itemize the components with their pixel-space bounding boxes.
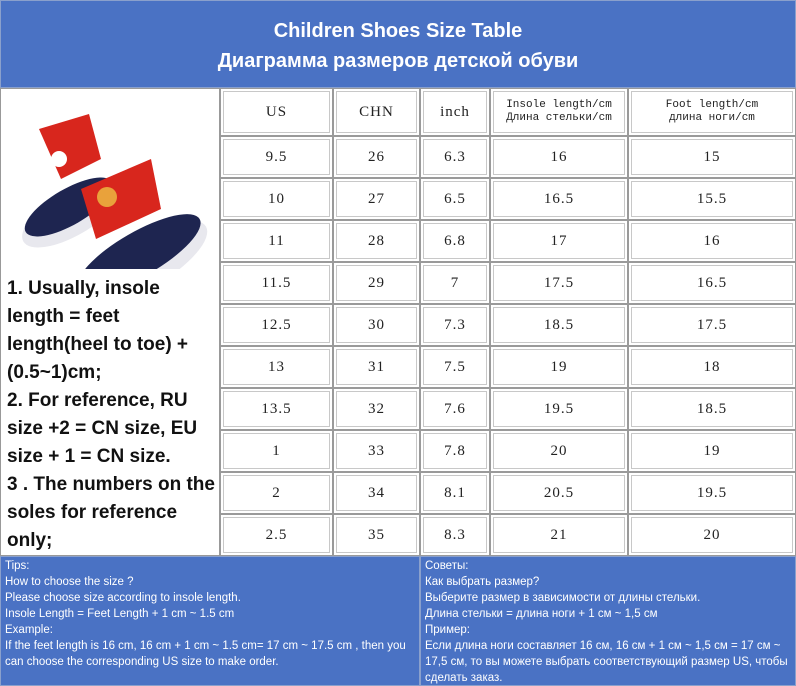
header-text: Foot length/cm xyxy=(665,99,759,111)
table-cell: 16.5 xyxy=(628,262,796,304)
table-cell: 11 xyxy=(220,220,333,262)
header-text: Insole length/cm xyxy=(506,99,612,111)
table-cell: 6.5 xyxy=(420,178,490,220)
table-cell: 11.5 xyxy=(220,262,333,304)
table-cell: 1 xyxy=(220,430,333,472)
table-cell: 21 xyxy=(490,514,628,556)
tip-line: Если длина ноги составляет 16 см, 16 см … xyxy=(425,640,788,684)
product-image xyxy=(22,114,208,308)
table-cell: 15 xyxy=(628,136,796,178)
left-panel: 1. Usually, insole length = feet length(… xyxy=(0,88,220,556)
table-cell: 7.5 xyxy=(420,346,490,388)
tip-line: Пример: xyxy=(425,624,470,636)
header-text: US xyxy=(265,103,288,120)
note: 2. For reference, RU size +2 = CN size, … xyxy=(7,390,198,467)
tip-line: How to choose the size ? xyxy=(5,576,134,588)
table-cell: 30 xyxy=(333,304,420,346)
notes: 1. Usually, insole length = feet length(… xyxy=(7,275,217,555)
table-cell: 18.5 xyxy=(490,304,628,346)
header: Children Shoes Size Table Диаграмма разм… xyxy=(0,0,796,88)
table-cell: 13.5 xyxy=(220,388,333,430)
table-cell: 19 xyxy=(490,346,628,388)
table-cell: 31 xyxy=(333,346,420,388)
tip-line: Длина стельки = длина ноги + 1 см ~ 1,5 … xyxy=(425,608,658,620)
table-cell: 20.5 xyxy=(490,472,628,514)
note: 3 . The numbers on the soles for referen… xyxy=(7,474,215,551)
table-cell: 27 xyxy=(333,178,420,220)
table-cell: 29 xyxy=(333,262,420,304)
header-text: Длина стельки/cm xyxy=(506,112,612,124)
table-cell: 7.8 xyxy=(420,430,490,472)
table-cell: 33 xyxy=(333,430,420,472)
table-cell: 26 xyxy=(333,136,420,178)
table-cell: 28 xyxy=(333,220,420,262)
table-cell: 16 xyxy=(490,136,628,178)
table-cell: 15.5 xyxy=(628,178,796,220)
table-cell: 7.6 xyxy=(420,388,490,430)
tip-line: Советы: xyxy=(425,560,469,572)
table-cell: 17.5 xyxy=(490,262,628,304)
table-cell: 9.5 xyxy=(220,136,333,178)
table-cell: 6.8 xyxy=(420,220,490,262)
subtitle: Диаграмма размеров детской обуви xyxy=(217,50,579,72)
table-cell: 20 xyxy=(490,430,628,472)
table-cell: 2.5 xyxy=(220,514,333,556)
table-cell: 7 xyxy=(420,262,490,304)
table-cell: 18.5 xyxy=(628,388,796,430)
header-text: CHN xyxy=(359,103,394,120)
table-cell: 19 xyxy=(628,430,796,472)
table-cell: 13 xyxy=(220,346,333,388)
header-cell: US xyxy=(220,88,333,136)
table-cell: 7.3 xyxy=(420,304,490,346)
table-cell: 19.5 xyxy=(628,472,796,514)
tip-line: Insole Length = Feet Length + 1 cm ~ 1.5… xyxy=(5,608,235,620)
header-cell: CHN xyxy=(333,88,420,136)
table-cell: 16 xyxy=(628,220,796,262)
table-cell: 34 xyxy=(333,472,420,514)
tip-line: Example: xyxy=(5,624,53,636)
header-cell: inch xyxy=(420,88,490,136)
tip-line: If the feet length is 16 cm, 16 cm + 1 c… xyxy=(5,640,406,668)
table-cell: 20 xyxy=(628,514,796,556)
table-cell: 19.5 xyxy=(490,388,628,430)
table-cell: 6.3 xyxy=(420,136,490,178)
table-cell: 10 xyxy=(220,178,333,220)
header-cell: Foot length/cm длина ноги/cm xyxy=(628,88,796,136)
tip-line: Выберите размер в зависимости от длины с… xyxy=(425,592,701,604)
tip-line: Please choose size according to insole l… xyxy=(5,592,241,604)
title: Children Shoes Size Table xyxy=(273,20,523,42)
table-cell: 8.1 xyxy=(420,472,490,514)
note: 1. Usually, insole length = feet length(… xyxy=(7,278,189,383)
table-cell: 17.5 xyxy=(628,304,796,346)
table-cell: 17 xyxy=(490,220,628,262)
table-cell: 12.5 xyxy=(220,304,333,346)
header-cell: Insole length/cm Длина стельки/cm xyxy=(490,88,628,136)
size-table: US CHN inch Insole length/cm Длина стельки/c… xyxy=(220,88,796,556)
tip-line: Как выбрать размер? xyxy=(425,576,540,588)
header-text: длина ноги/cm xyxy=(669,112,755,124)
header-text: inch xyxy=(440,103,470,120)
table-cell: 32 xyxy=(333,388,420,430)
table-cell: 18 xyxy=(628,346,796,388)
tip-line: Tips: xyxy=(5,560,30,572)
table-cell: 16.5 xyxy=(490,178,628,220)
tips-english: Tips: How to choose the size ? Please choo… xyxy=(0,556,420,686)
table-cell: 35 xyxy=(333,514,420,556)
table-cell: 8.3 xyxy=(420,514,490,556)
table-cell: 2 xyxy=(220,472,333,514)
tips-russian: Советы: Как выбрать размер? Выберите разме… xyxy=(420,556,796,686)
